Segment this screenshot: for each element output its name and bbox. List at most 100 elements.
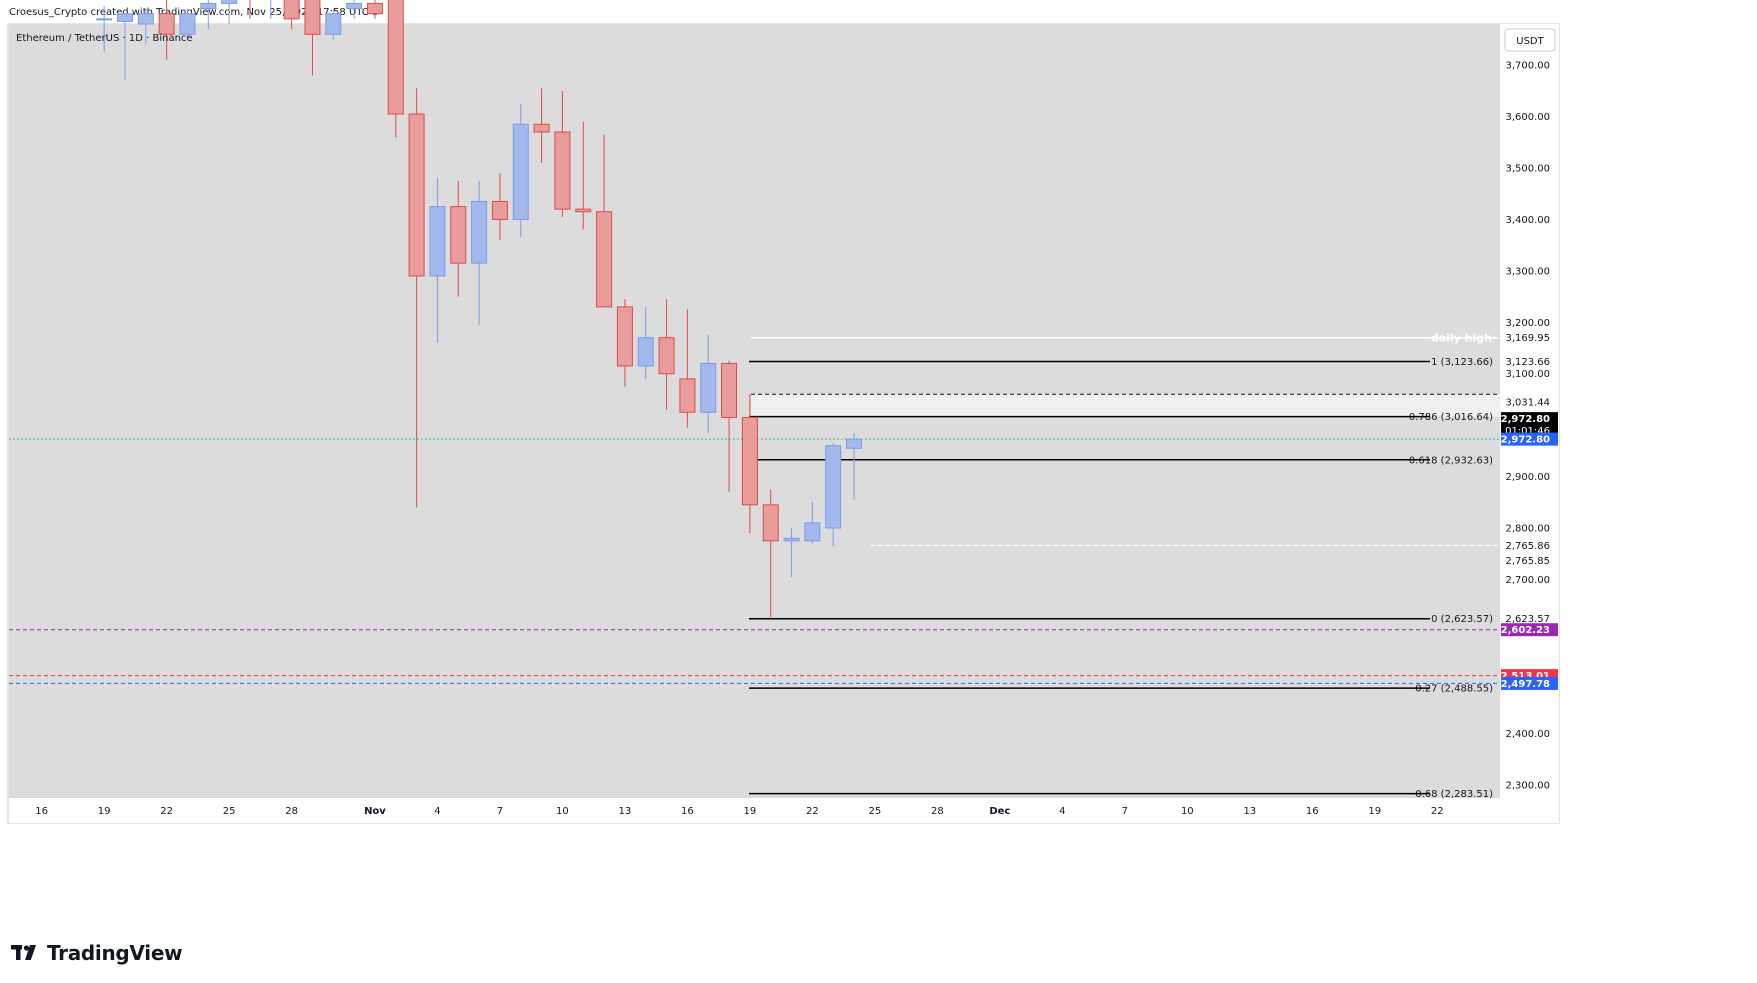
x-tick-label: 25: [869, 806, 882, 817]
axis-label-bg: [1502, 538, 1557, 553]
candle-body: [637, 337, 654, 367]
x-tick-label: 28: [285, 806, 298, 817]
axis-label-bg: [1502, 354, 1557, 369]
candle-body: [616, 306, 633, 367]
candle-body: [491, 200, 508, 220]
y-tick-label: 3,400.00: [1505, 215, 1550, 226]
x-tick-label: Dec: [989, 806, 1010, 817]
x-tick-label: 4: [434, 806, 440, 817]
axis-label-bg: [1502, 395, 1557, 409]
candle-body: [221, 0, 238, 4]
x-tick-label: 25: [223, 806, 236, 817]
candle-body: [533, 123, 550, 133]
x-tick-label: 16: [1306, 806, 1319, 817]
x-tick-label: Nov: [364, 806, 386, 817]
fib-level-label: -0.68 (2,283.51): [1412, 789, 1493, 800]
fib-level-label: -0.27 (2,488.55): [1412, 684, 1493, 695]
price-badge: [1501, 432, 1558, 446]
axis-price-label: 3,123.66: [1505, 357, 1550, 368]
x-tick-label: 4: [1059, 806, 1065, 817]
candle-body: [387, 0, 404, 115]
candle-body: [554, 131, 571, 210]
axis-price-label: 3,031.44: [1505, 398, 1550, 409]
axis-label-bg: [1502, 611, 1557, 626]
tradingview-logo-icon: [11, 945, 36, 960]
fib-level-label: 0 (2,623.57): [1431, 614, 1493, 625]
axis-price-label: 2,623.57: [1505, 614, 1550, 625]
candle-body: [804, 522, 821, 542]
brand-name: TradingView: [47, 941, 183, 965]
price-badge: [1501, 623, 1558, 637]
x-tick-label: 7: [1122, 806, 1128, 817]
axis-price-label: 2,765.85: [1505, 556, 1550, 567]
candle-body: [596, 211, 613, 308]
axis-price-label: 3,169.95: [1505, 333, 1550, 344]
time-axis-background: [9, 798, 1559, 823]
y-tick-label: 3,100.00: [1505, 369, 1550, 380]
axis-label-bg: [1502, 330, 1557, 345]
y-tick-label: 2,800.00: [1505, 524, 1550, 535]
y-tick-label: 3,200.00: [1505, 318, 1550, 329]
candle-body: [304, 0, 321, 35]
price-badge-text: 2,497.78: [1501, 679, 1550, 690]
daily-high-label: daily high: [1431, 332, 1492, 345]
y-tick-label: 2,300.00: [1505, 781, 1550, 792]
x-tick-label: 7: [497, 806, 503, 817]
x-tick-label: 22: [1431, 806, 1444, 817]
candle-body: [679, 378, 696, 413]
x-tick-label: 16: [35, 806, 48, 817]
price-badge-text: 2,972.80: [1501, 435, 1550, 446]
candle-body: [366, 2, 383, 15]
candle-body: [471, 200, 488, 264]
x-tick-label: 28: [931, 806, 944, 817]
candle-body: [700, 362, 717, 413]
candle-body: [762, 504, 779, 542]
y-tick-label: 2,900.00: [1505, 472, 1550, 483]
y-tick-label: 3,700.00: [1505, 61, 1550, 72]
countdown-text: 01:01:46: [1505, 426, 1550, 437]
x-tick-label: 19: [744, 806, 757, 817]
x-tick-label: 22: [160, 806, 173, 817]
x-tick-label: 10: [556, 806, 569, 817]
price-axis-background: [1500, 24, 1559, 798]
price-badge-text: 2,972.80: [1501, 414, 1550, 425]
candle-body: [137, 13, 154, 25]
price-badge: [1501, 676, 1558, 690]
attribution-text: Croesus_Crypto created with TradingView.…: [9, 7, 379, 18]
x-tick-label: 19: [98, 806, 111, 817]
candle-body: [179, 13, 196, 35]
x-tick-label: 22: [806, 806, 819, 817]
y-tick-label: 2,400.00: [1505, 729, 1550, 740]
currency-button[interactable]: [1504, 28, 1556, 52]
x-tick-label: 10: [1181, 806, 1194, 817]
y-tick-label: 3,500.00: [1505, 164, 1550, 175]
x-tick-label: 13: [619, 806, 632, 817]
y-tick-label: 3,300.00: [1505, 266, 1550, 277]
candle-body: [575, 208, 592, 213]
resistance-zone: [751, 394, 1500, 417]
currency-button-label: USDT: [1516, 36, 1544, 47]
axis-label-bg: [1502, 553, 1557, 568]
fib-level-label: 1 (3,123.66): [1431, 357, 1493, 368]
candle-body: [346, 2, 363, 10]
x-tick-label: 19: [1368, 806, 1381, 817]
y-tick-label: 3,600.00: [1505, 112, 1550, 123]
chart-title: Ethereum / TetherUS · 1D · Binance: [16, 33, 193, 44]
candle-body: [283, 0, 300, 20]
price-badge-text: 2,602.23: [1501, 625, 1550, 636]
y-tick-label: 2,700.00: [1505, 575, 1550, 586]
candle-body: [721, 362, 738, 418]
candle-body: [512, 123, 529, 220]
footer-brand: TradingView: [11, 938, 183, 968]
candle-body: [825, 445, 842, 529]
candle-body: [429, 206, 446, 277]
candle-body: [158, 13, 175, 35]
candle-body: [846, 438, 863, 449]
x-tick-label: 16: [681, 806, 694, 817]
candle-body: [741, 416, 758, 506]
x-tick-label: 13: [1243, 806, 1256, 817]
candle-body: [408, 113, 425, 277]
candle-body: [450, 206, 467, 264]
fib-level-label: 0.618 (2,932.63): [1409, 455, 1493, 466]
